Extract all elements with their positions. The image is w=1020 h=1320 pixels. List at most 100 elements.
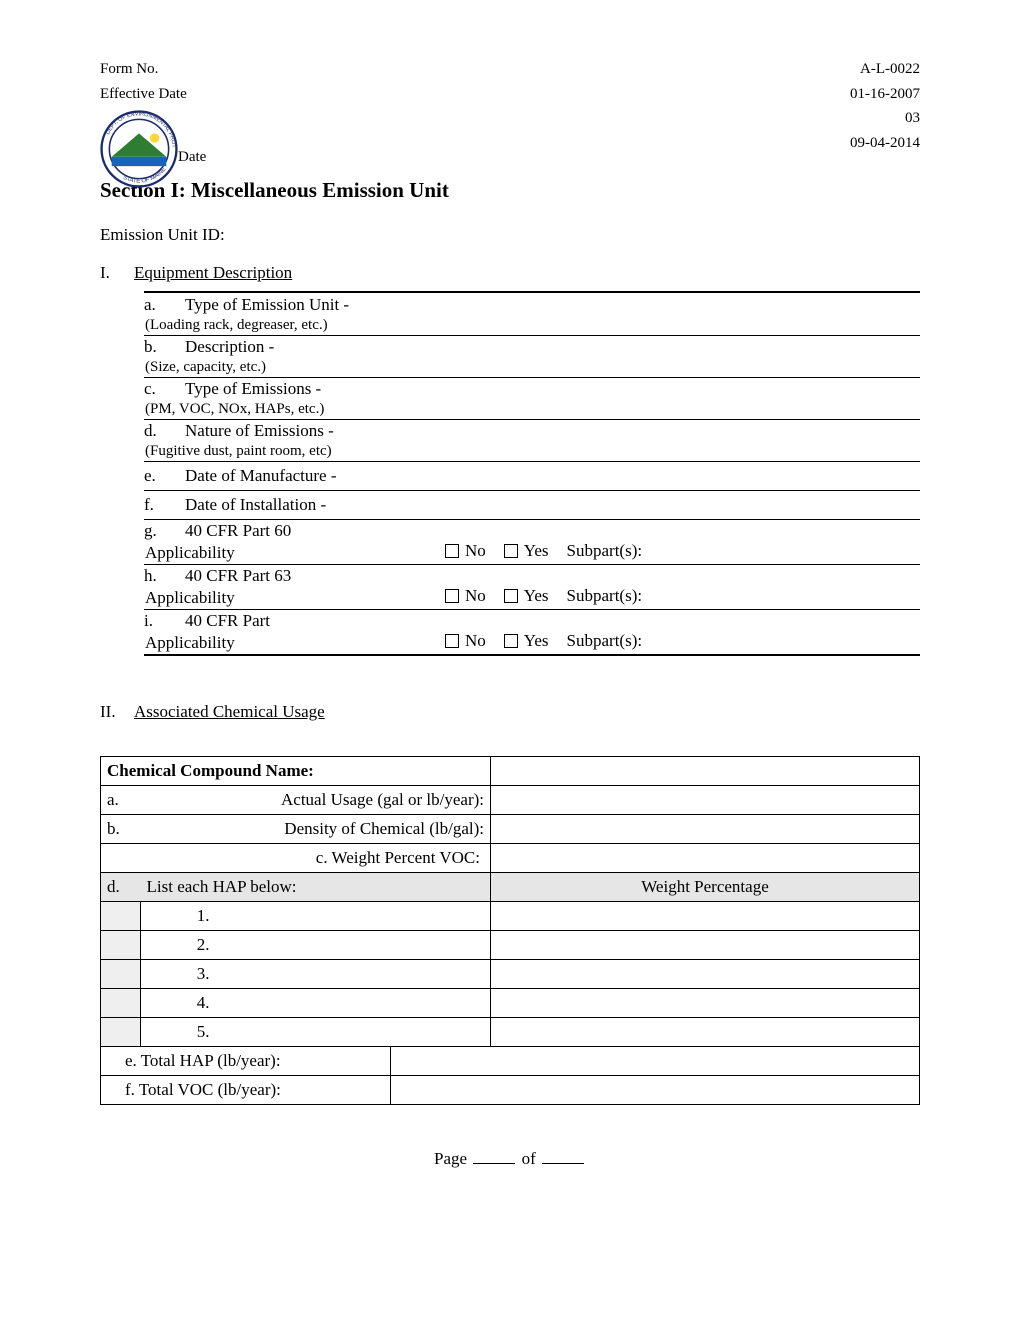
eq-g-label2: Applicability <box>144 542 444 565</box>
cfr-other-yes[interactable]: Yes <box>504 631 549 651</box>
equipment-heading-label: Equipment Description <box>134 263 292 283</box>
cfr63-no[interactable]: No <box>445 586 486 606</box>
chem-weight-pct-header: Weight Percentage <box>491 873 920 902</box>
chem-f-value[interactable] <box>391 1076 920 1105</box>
checkbox-icon[interactable] <box>445 634 459 648</box>
hap-3-name[interactable] <box>216 960 491 989</box>
eq-h-label1: 40 CFR Part 63 <box>184 565 444 588</box>
eq-f-letter: f. <box>144 491 184 520</box>
no-label: No <box>465 541 486 560</box>
page-total-blank[interactable] <box>542 1150 584 1164</box>
page-footer: Page of <box>100 1149 920 1169</box>
eq-d-letter: d. <box>144 420 184 443</box>
chem-b-value[interactable] <box>491 815 920 844</box>
chem-a-label: Actual Usage (gal or lb/year): <box>141 786 491 815</box>
chem-heading-label: Associated Chemical Usage <box>134 702 325 722</box>
hap-4-pct[interactable] <box>491 989 920 1018</box>
eq-i-label1: 40 CFR Part <box>184 610 444 633</box>
cfr63-yes[interactable]: Yes <box>504 586 549 606</box>
eq-a-letter: a. <box>144 294 184 316</box>
equipment-heading-num: I. <box>100 263 134 283</box>
no-label: No <box>465 586 486 605</box>
hap-5-num: 5. <box>141 1018 216 1047</box>
chem-b-letter: b. <box>101 815 141 844</box>
hap-5-pct[interactable] <box>491 1018 920 1047</box>
cfr60-subpart: Subpart(s): <box>567 541 643 561</box>
form-header: Form No. A-L-0022 Effective Date 01-16-2… <box>100 58 920 154</box>
eq-a-label: Type of Emission Unit - <box>184 294 920 316</box>
chem-d-label: List each HAP below: <box>141 873 491 902</box>
eq-a-hint: (Loading rack, degreaser, etc.) <box>144 316 920 336</box>
checkbox-icon[interactable] <box>504 634 518 648</box>
hap-1-pct[interactable] <box>491 902 920 931</box>
hap-1-num: 1. <box>141 902 216 931</box>
cfr63-subpart: Subpart(s): <box>567 586 643 606</box>
page-number-blank[interactable] <box>473 1150 515 1164</box>
checkbox-icon[interactable] <box>504 544 518 558</box>
yes-label: Yes <box>524 541 549 560</box>
eq-g-letter: g. <box>144 520 184 543</box>
footer-of-label: of <box>522 1149 536 1168</box>
checkbox-icon[interactable] <box>445 544 459 558</box>
hap-4-num: 4. <box>141 989 216 1018</box>
revision-date-label: Date <box>178 146 206 169</box>
cfr60-yes[interactable]: Yes <box>504 541 549 561</box>
eq-h-letter: h. <box>144 565 184 588</box>
eq-b-letter: b. <box>144 336 184 359</box>
effective-date-label: Effective Date <box>100 83 187 106</box>
chem-b-label: Density of Chemical (lb/gal): <box>141 815 491 844</box>
eq-b-label: Description - <box>184 336 920 359</box>
cfr-other-no[interactable]: No <box>445 631 486 651</box>
equipment-table: a. Type of Emission Unit - (Loading rack… <box>100 291 920 656</box>
cfr-other-subpart: Subpart(s): <box>567 631 643 651</box>
checkbox-icon[interactable] <box>504 589 518 603</box>
eq-d-label: Nature of Emissions - <box>184 420 920 443</box>
chem-c-label: c. Weight Percent VOC: <box>101 844 491 873</box>
chem-heading: II. Associated Chemical Usage <box>100 702 920 722</box>
eq-e-label: Date of Manufacture - <box>184 462 920 491</box>
chem-e-label: e. Total HAP (lb/year): <box>101 1047 391 1076</box>
footer-page-label: Page <box>434 1149 467 1168</box>
cfr60-no[interactable]: No <box>445 541 486 561</box>
eq-i-label2: Applicability <box>144 632 444 655</box>
checkbox-icon[interactable] <box>445 589 459 603</box>
chem-a-value[interactable] <box>491 786 920 815</box>
chem-a-letter: a. <box>101 786 141 815</box>
hap-1-name[interactable] <box>216 902 491 931</box>
cfr-other-options: No Yes Subpart(s): <box>445 631 919 653</box>
hap-3-num: 3. <box>141 960 216 989</box>
eq-h-label2: Applicability <box>144 587 444 610</box>
chem-compound-value[interactable] <box>491 757 920 786</box>
eq-c-letter: c. <box>144 378 184 401</box>
hap-2-pct[interactable] <box>491 931 920 960</box>
emission-unit-id-label: Emission Unit ID: <box>100 225 920 245</box>
eq-c-hint: (PM, VOC, NOx, HAPs, etc.) <box>144 400 920 420</box>
hap-5-name[interactable] <box>216 1018 491 1047</box>
eq-b-hint: (Size, capacity, etc.) <box>144 358 920 378</box>
cfr60-options: No Yes Subpart(s): <box>445 541 919 563</box>
hap-3-pct[interactable] <box>491 960 920 989</box>
section-title: Section I: Miscellaneous Emission Unit <box>100 178 920 203</box>
eq-d-hint: (Fugitive dust, paint room, etc) <box>144 442 920 462</box>
chem-c-value[interactable] <box>491 844 920 873</box>
eq-f-label: Date of Installation - <box>184 491 920 520</box>
state-seal-icon: DEPT. OF ENVIRONMENTAL PROTECTION STATE … <box>100 110 178 196</box>
hap-4-name[interactable] <box>216 989 491 1018</box>
cfr63-options: No Yes Subpart(s): <box>445 586 919 608</box>
yes-label: Yes <box>524 631 549 650</box>
chemical-table: Chemical Compound Name: a. Actual Usage … <box>100 756 920 1105</box>
eq-i-letter: i. <box>144 610 184 633</box>
chem-d-letter: d. <box>101 873 141 902</box>
chem-e-value[interactable] <box>391 1047 920 1076</box>
hap-2-name[interactable] <box>216 931 491 960</box>
chem-f-label: f. Total VOC (lb/year): <box>101 1076 391 1105</box>
equipment-heading: I. Equipment Description <box>100 263 920 283</box>
revision-date-value: 09-04-2014 <box>850 132 920 155</box>
hap-2-num: 2. <box>141 931 216 960</box>
page: Form No. A-L-0022 Effective Date 01-16-2… <box>0 0 1020 1209</box>
chem-compound-name: Chemical Compound Name: <box>101 757 491 786</box>
eq-g-label1: 40 CFR Part 60 <box>184 520 444 543</box>
revision-value: 03 <box>905 107 920 130</box>
chem-heading-num: II. <box>100 702 134 722</box>
yes-label: Yes <box>524 586 549 605</box>
